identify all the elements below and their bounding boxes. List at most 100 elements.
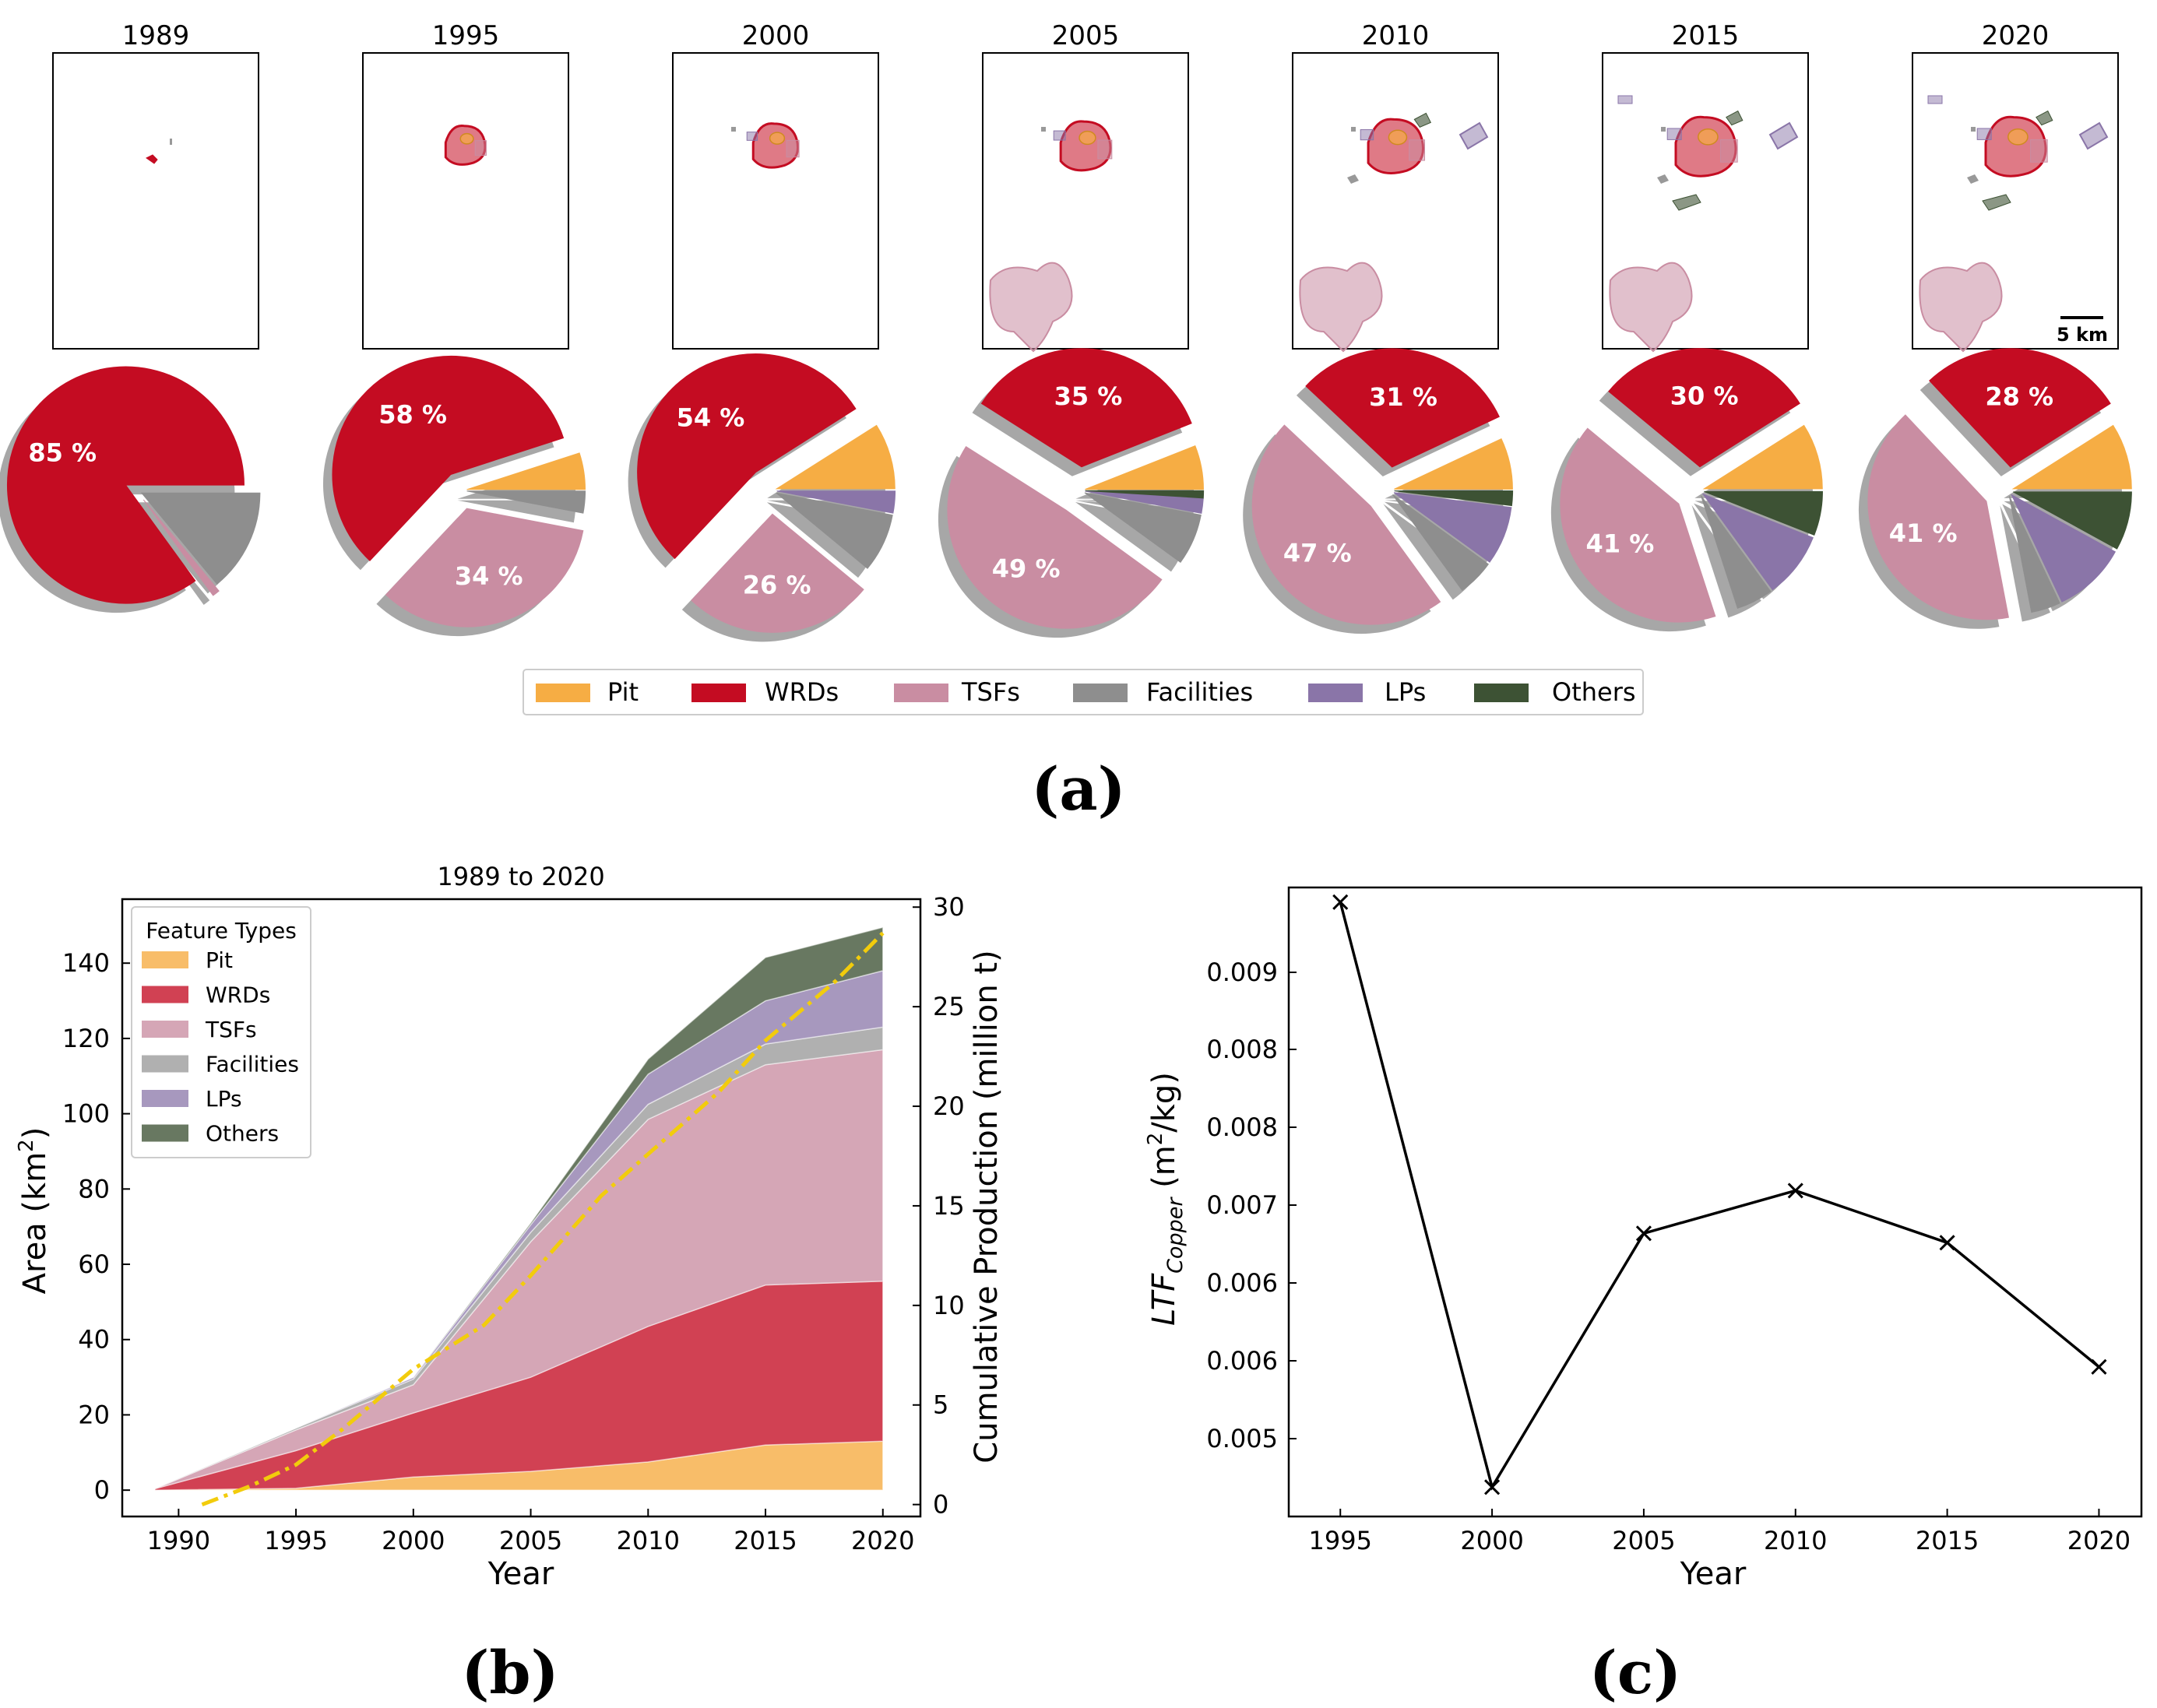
y-tick-label: 0.009 bbox=[1206, 958, 1278, 987]
tsf-small-patch bbox=[1097, 139, 1113, 160]
tsf-large-patch bbox=[1919, 262, 2003, 353]
pie-slice-lps bbox=[1085, 490, 1204, 515]
map-frame bbox=[362, 52, 569, 350]
facility-patch-south bbox=[1967, 174, 1979, 184]
legend-label-tsfs: TSFs bbox=[961, 677, 1020, 707]
pie-percent-label: 35 % bbox=[1054, 381, 1123, 411]
y-tick-label: 40 bbox=[78, 1325, 110, 1355]
legend-items: Pit WRDs TSFs Facilities LPs Others bbox=[142, 947, 299, 1147]
lp-patch bbox=[746, 132, 758, 141]
tsf-large-patch bbox=[1299, 262, 1383, 353]
map-year-title: 1995 bbox=[432, 20, 500, 51]
y-tick-label: 100 bbox=[62, 1099, 110, 1129]
pie-slice-wrds bbox=[1305, 348, 1500, 468]
others-patch-south bbox=[1982, 194, 2011, 211]
x-axis-label: Year bbox=[487, 1556, 554, 1592]
pie-slice-tsfs bbox=[143, 499, 220, 596]
lp-patch-east bbox=[1768, 121, 1799, 150]
legend-label-tsfs: TSFs bbox=[205, 1017, 257, 1042]
x-tick-label: 2015 bbox=[734, 1526, 797, 1555]
x-axis-label: Year bbox=[1680, 1556, 1747, 1592]
data-point-marker bbox=[1939, 1235, 1955, 1251]
legend-swatch-pit bbox=[536, 684, 590, 702]
map-frame bbox=[672, 52, 879, 350]
facility-patch bbox=[731, 127, 736, 132]
pie-slice-wrds bbox=[980, 348, 1192, 468]
legend-swatch-facilities bbox=[142, 1055, 188, 1073]
y-tick-label: 0.006 bbox=[1206, 1268, 1278, 1298]
legend-label-pit: Pit bbox=[206, 947, 233, 973]
map-year-title: 1989 bbox=[122, 20, 190, 51]
pie-slice-pit bbox=[466, 452, 586, 490]
pie-1995: 58 % 34 % bbox=[322, 356, 586, 637]
y-axis-ticks: 0 20 40 60 80 100 120 140 bbox=[62, 948, 130, 1505]
y2-tick-label: 20 bbox=[933, 1091, 965, 1121]
y-tick-label: 0 bbox=[94, 1475, 110, 1505]
legend-swatch-lps bbox=[1308, 684, 1363, 702]
panel-b-legend: Feature Types Pit WRDs TSFs Facilities LPs Ot… bbox=[131, 906, 311, 1158]
pie-slice-wrds bbox=[1929, 348, 2111, 468]
others-patch-south bbox=[1672, 194, 1701, 211]
y-tick-label: 120 bbox=[62, 1024, 110, 1053]
pie-percent-label: 41 % bbox=[1586, 529, 1655, 558]
y2-tick-label: 10 bbox=[933, 1291, 965, 1320]
pie-slice-pit bbox=[1394, 438, 1513, 490]
y-axis-label: LTFCopper (m2/kg) bbox=[1144, 1072, 1188, 1326]
legend-swatch-tsfs bbox=[894, 684, 948, 702]
legend-label-others: Others bbox=[206, 1121, 279, 1147]
data-point-marker bbox=[1635, 1225, 1652, 1242]
pie-slice-others bbox=[2013, 491, 2132, 550]
pie-slice-facilities bbox=[1700, 495, 1772, 609]
pie-2010: 31 % 47 % bbox=[1243, 348, 1514, 634]
others-patch bbox=[2036, 110, 2053, 126]
map-2020: 2020 5 km bbox=[1912, 20, 2119, 353]
pit-patch bbox=[2007, 128, 2029, 146]
legend-swatch-wrds bbox=[142, 986, 188, 1003]
pie-slice-facilities bbox=[466, 490, 586, 514]
pie-slice-lps bbox=[776, 490, 896, 514]
pie-slice-tsfs bbox=[1560, 427, 1716, 623]
pie-slice-lps bbox=[1701, 493, 1814, 591]
ltf-markers bbox=[1332, 894, 2107, 1495]
y2-tick-label: 5 bbox=[933, 1390, 948, 1420]
pit-patch bbox=[459, 132, 474, 145]
legend-swatch-lps bbox=[142, 1090, 188, 1107]
data-point-marker bbox=[2091, 1358, 2107, 1375]
legend-label-wrds: WRDs bbox=[765, 677, 839, 707]
y-tick-label: 60 bbox=[78, 1249, 110, 1279]
ltf-copper-line bbox=[1339, 901, 2100, 1491]
pie-slice-tsfs bbox=[385, 508, 584, 627]
legend-swatch-facilities bbox=[1073, 684, 1128, 702]
y-tick-label: 0.008 bbox=[1206, 1112, 1278, 1142]
tsf-small-patch bbox=[474, 140, 487, 156]
legend-swatch-others bbox=[142, 1124, 188, 1142]
tsf-large-patch bbox=[1609, 262, 1693, 353]
pie-percent-label: 58 % bbox=[378, 399, 447, 429]
scale-bar-label: 5 km bbox=[2057, 324, 2108, 346]
facility-patch bbox=[1661, 127, 1666, 132]
pit-patch bbox=[1078, 130, 1096, 146]
x-tick-label: 2000 bbox=[1460, 1526, 1523, 1555]
map-year-title: 2015 bbox=[1672, 20, 1740, 51]
panel-label-a: (a) bbox=[1031, 754, 1125, 824]
pie-slice-lps bbox=[2011, 494, 2117, 603]
panel-a-legend: Pit WRDs TSFs Facilities LPs Others bbox=[523, 669, 1644, 715]
pie-slice-facilities bbox=[1392, 494, 1490, 592]
area-series-group bbox=[154, 926, 884, 1491]
map-2005: 2005 bbox=[982, 20, 1189, 353]
x-tick-label: 2020 bbox=[2067, 1526, 2131, 1555]
pie-2015: 30 % 41 % bbox=[1550, 348, 1823, 632]
pie-slice-tsfs bbox=[1251, 424, 1441, 625]
panel-b-area-chart: 1990 1995 2000 2005 2010 2015 2020 02040608010… bbox=[15, 862, 1005, 1592]
pie-slice-pit bbox=[1085, 445, 1204, 490]
pie-slice-pit bbox=[1702, 424, 1823, 490]
y2-axis-ticks: 0 5 10 15 20 25 30 bbox=[913, 892, 965, 1520]
x-tick-label: 1995 bbox=[264, 1526, 327, 1555]
map-2015: 2015 bbox=[1602, 20, 1809, 353]
pie-percent-label: 30 % bbox=[1670, 381, 1739, 411]
x-axis-ticks: 1990 1995 2000 2005 2010 2015 2020 bbox=[147, 1509, 914, 1555]
pie-percent-label: 85 % bbox=[28, 438, 97, 468]
panel-c-frame bbox=[1287, 886, 2143, 1518]
tsf-small-patch bbox=[786, 139, 800, 158]
data-point-marker bbox=[1484, 1479, 1501, 1495]
